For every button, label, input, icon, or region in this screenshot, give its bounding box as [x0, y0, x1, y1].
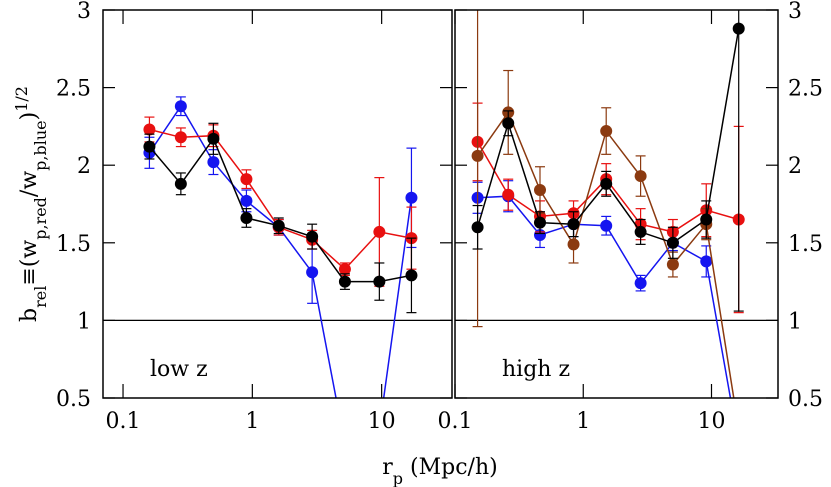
data-point: [240, 173, 253, 186]
data-point: [174, 131, 187, 144]
data-point: [733, 423, 745, 435]
data-point: [732, 22, 745, 35]
data-point: [338, 275, 351, 288]
y-axis-label-part: ≡(w: [17, 240, 42, 286]
y-axis-label-part: p,red: [31, 197, 50, 240]
data-point: [666, 236, 679, 249]
data-point: [143, 123, 156, 136]
x-tick-label: 1: [576, 409, 590, 434]
y-tick-label: 0.5: [788, 387, 823, 412]
data-point: [666, 258, 679, 271]
x-axis-label: rp (Mpc/h): [382, 455, 497, 487]
series-line: [148, 104, 413, 398]
y-tick-label: 2: [77, 154, 91, 179]
data-point: [471, 149, 484, 162]
x-axis-label-part: r: [382, 455, 393, 480]
data-point: [600, 125, 613, 138]
y-tick-label: 2.5: [788, 77, 823, 102]
y-axis-label: brel≡(wp,red/wp,blue)1/2: [12, 86, 50, 322]
x-tick-label: 1: [245, 409, 259, 434]
data-point: [405, 269, 418, 282]
y-tick-label: 1.5: [788, 232, 823, 257]
data-point: [700, 213, 713, 226]
data-point: [502, 188, 515, 201]
data-point: [600, 177, 613, 190]
data-point: [405, 191, 418, 204]
x-axis-label-part: (Mpc/h): [403, 455, 498, 480]
data-point: [373, 275, 386, 288]
series-line: [148, 137, 412, 283]
data-point: [567, 218, 580, 231]
data-point: [339, 439, 351, 451]
y-tick-label: 0.5: [56, 387, 91, 412]
x-tick-label: 10: [698, 409, 726, 434]
data-point: [471, 221, 484, 234]
data-point: [700, 255, 713, 268]
data-point: [240, 194, 253, 207]
y-axis-label-part: ): [17, 112, 42, 121]
data-point: [306, 230, 319, 243]
data-point: [600, 219, 613, 232]
data-point: [373, 225, 386, 238]
data-point: [634, 225, 647, 238]
data-point: [272, 219, 285, 232]
y-axis-label-part: /w: [17, 171, 42, 197]
data-point: [634, 170, 647, 183]
plot-area: [143, 96, 418, 451]
x-tick-label: 0.1: [438, 409, 473, 434]
x-axis-label-part: p: [393, 469, 403, 487]
data-point: [533, 216, 546, 229]
series-line: [149, 128, 412, 271]
data-point: [240, 211, 253, 224]
data-point: [306, 266, 319, 279]
data-point: [634, 277, 647, 290]
y-tick-label: 3: [77, 0, 91, 24]
data-point: [338, 263, 351, 276]
y-axis-label-part: p,blue: [31, 120, 50, 170]
y-axis-label-part: b: [17, 308, 42, 322]
x-tick-label: 0.1: [106, 409, 141, 434]
y-axis-label-part: 1/2: [12, 86, 31, 112]
x-tick-label: 10: [368, 409, 396, 434]
y-tick-label: 3: [788, 0, 802, 24]
data-point: [207, 132, 220, 145]
data-point: [502, 117, 515, 130]
data-point: [174, 100, 187, 113]
y-axis-label-part: rel: [31, 286, 50, 308]
data-point: [533, 184, 546, 197]
data-point: [567, 238, 580, 251]
panel-frame: [102, 9, 453, 399]
panel-label: low z: [150, 357, 208, 382]
data-point: [207, 156, 220, 169]
data-point: [143, 140, 156, 153]
panel-frame: [454, 9, 779, 399]
plot-area: [471, 10, 745, 451]
data-point: [733, 439, 745, 451]
error-bar: [472, 10, 483, 328]
y-tick-label: 2.5: [56, 77, 91, 102]
y-tick-label: 1: [77, 309, 91, 334]
y-tick-label: 1.5: [56, 232, 91, 257]
panel-label: high z: [502, 357, 570, 382]
y-tick-label: 1: [788, 309, 802, 334]
data-point: [174, 177, 187, 190]
y-tick-label: 2: [788, 154, 802, 179]
